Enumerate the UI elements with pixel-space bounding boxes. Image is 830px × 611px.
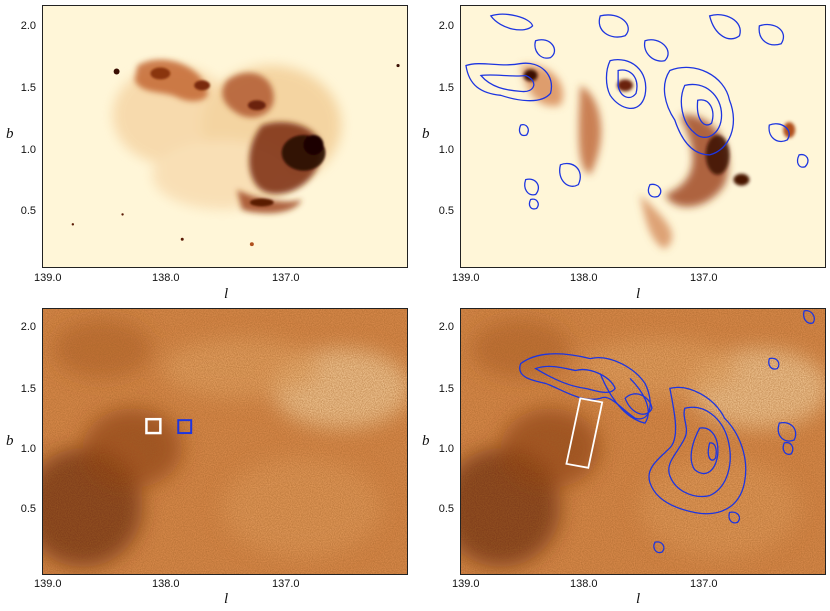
ytick-label: 1.5 xyxy=(438,82,454,94)
panel-bottom-left xyxy=(42,308,408,575)
xtick-label: 139.0 xyxy=(452,578,480,590)
xtick-label: 138.0 xyxy=(570,578,598,590)
xtick-label: 138.0 xyxy=(152,272,180,284)
ytick-label: 2.0 xyxy=(438,20,454,32)
xtick-label: 137.0 xyxy=(272,578,300,590)
ytick-label: 0.5 xyxy=(20,205,36,217)
blue-region-marker xyxy=(177,419,193,435)
ytick-label: 1.5 xyxy=(438,383,454,395)
ytick-label: 1.0 xyxy=(438,443,454,455)
xtick-label: 138.0 xyxy=(570,272,598,284)
ytick-label: 2.0 xyxy=(20,321,36,333)
panel-bottom-right xyxy=(460,308,826,575)
panel-top-left xyxy=(42,5,408,268)
ytick-label: 0.5 xyxy=(20,503,36,515)
xtick-label: 138.0 xyxy=(152,578,180,590)
ytick-label: 1.0 xyxy=(438,144,454,156)
ytick-label: 2.0 xyxy=(438,321,454,333)
x-axis-label: l xyxy=(224,286,229,302)
absorption-map-image xyxy=(43,309,407,574)
xtick-label: 139.0 xyxy=(34,272,62,284)
ytick-label: 1.5 xyxy=(20,383,36,395)
ytick-label: 1.0 xyxy=(20,443,36,455)
panel-top-right xyxy=(460,5,826,268)
x-axis-label: l xyxy=(636,286,641,302)
contour-lines xyxy=(519,310,815,554)
contour-lines xyxy=(465,13,809,210)
x-axis-label: l xyxy=(224,591,229,607)
y-axis-label: b xyxy=(422,433,430,449)
ytick-label: 2.0 xyxy=(20,20,36,32)
emission-map-contour-image xyxy=(461,6,825,267)
ytick-label: 0.5 xyxy=(438,503,454,515)
y-axis-label: b xyxy=(422,126,430,142)
xtick-label: 139.0 xyxy=(34,578,62,590)
ytick-label: 1.5 xyxy=(20,82,36,94)
white-region-marker xyxy=(145,417,162,435)
y-axis-label: b xyxy=(6,433,14,449)
y-axis-label: b xyxy=(6,126,14,142)
xtick-label: 137.0 xyxy=(690,578,718,590)
xtick-label: 139.0 xyxy=(452,272,480,284)
x-axis-label: l xyxy=(636,591,641,607)
xtick-label: 137.0 xyxy=(272,272,300,284)
xtick-label: 137.0 xyxy=(690,272,718,284)
emission-map-image xyxy=(43,6,407,267)
white-slit-marker xyxy=(565,397,604,469)
ytick-label: 1.0 xyxy=(20,144,36,156)
absorption-map-contour-image xyxy=(461,309,825,574)
ytick-label: 0.5 xyxy=(438,205,454,217)
